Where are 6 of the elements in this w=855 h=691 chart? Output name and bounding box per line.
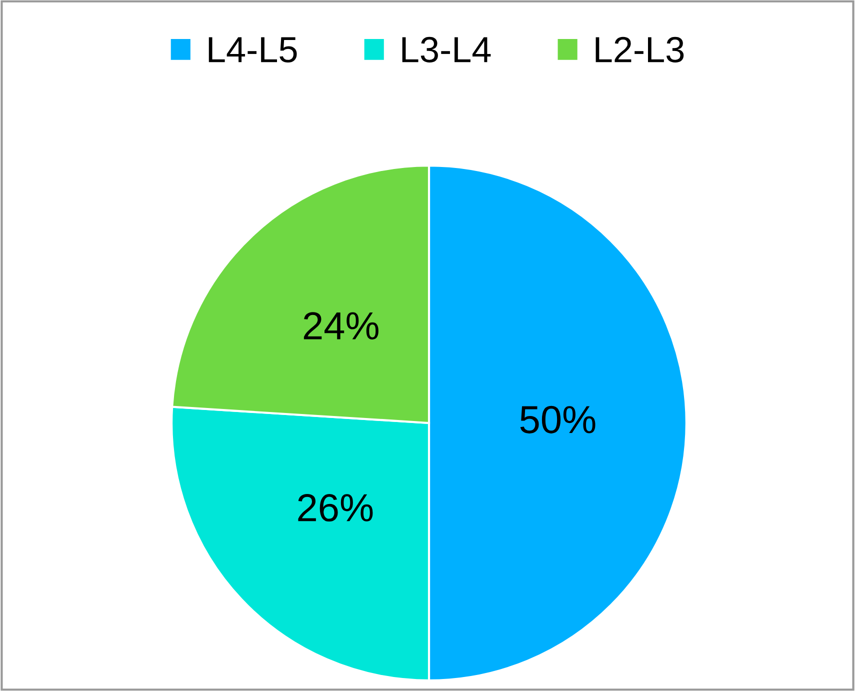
data-label: 26% (298, 494, 373, 522)
data-label: 24% (304, 312, 378, 340)
legend-label: L3-L4 (402, 36, 491, 62)
data-label: 50% (520, 406, 596, 434)
legend-label: L4-L5 (208, 37, 297, 62)
legend-label: L2-L3 (596, 36, 684, 62)
